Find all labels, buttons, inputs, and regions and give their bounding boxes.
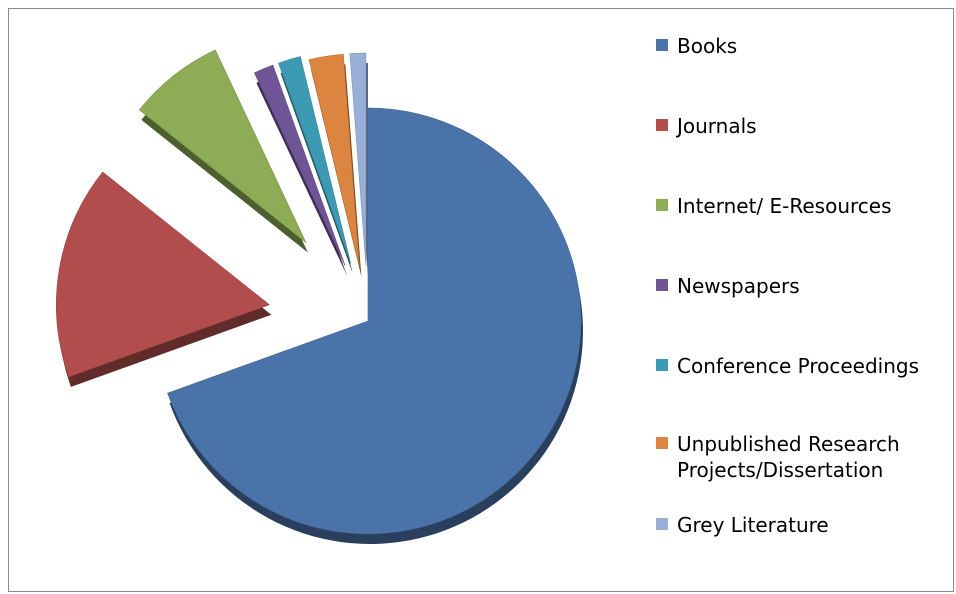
chart-legend: Books Journals Internet/ E-Resources New… (656, 0, 956, 594)
legend-item-books: Books (656, 33, 947, 59)
legend-swatch (656, 199, 668, 211)
legend-swatch (656, 119, 668, 131)
legend-swatch (656, 39, 668, 51)
pie-slice-unpublished-research (308, 53, 360, 267)
pie-slice-grey-literature (349, 52, 367, 267)
pie-slice-newspapers (253, 64, 346, 266)
pie-slice-conference-proceedings (278, 56, 352, 264)
legend-item-unpublished-research: Unpublished Research Projects/Dissertati… (656, 431, 947, 483)
legend-label: Books (677, 34, 738, 58)
legend-swatch (656, 437, 668, 449)
legend-swatch (656, 359, 668, 371)
legend-label: Conference Proceedings (677, 354, 920, 378)
legend-swatch (656, 279, 668, 291)
legend-item-conference-proceedings: Conference Proceedings (656, 353, 947, 379)
legend-label: Internet/ E-Resources (677, 194, 892, 218)
legend-item-grey-literature: Grey Literature (656, 512, 947, 538)
legend-label: Unpublished Research Projects/Dissertati… (677, 432, 900, 482)
legend-swatch (656, 518, 668, 530)
legend-label: Grey Literature (677, 513, 829, 537)
pie-slice-journals (56, 171, 270, 378)
pie-slice-internet-e-resources (138, 49, 307, 243)
legend-label: Newspapers (677, 274, 800, 298)
legend-item-internet-e-resources: Internet/ E-Resources (656, 193, 947, 219)
pie-slice-books (167, 107, 582, 535)
legend-item-journals: Journals (656, 113, 947, 139)
legend-item-newspapers: Newspapers (656, 273, 947, 299)
legend-label: Journals (677, 114, 757, 138)
